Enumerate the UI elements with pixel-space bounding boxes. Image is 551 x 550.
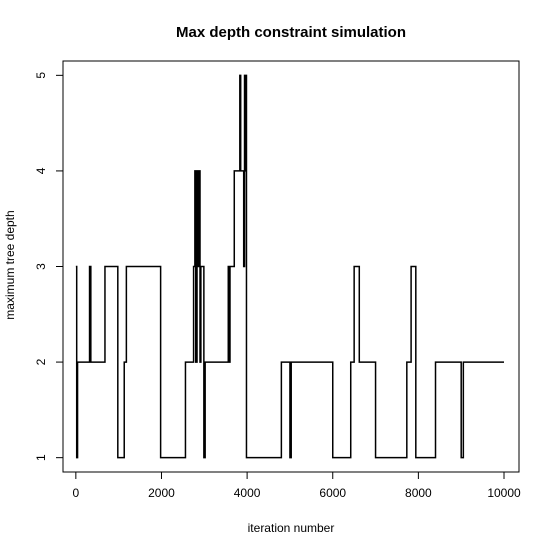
x-tick-label: 6000 <box>319 486 346 500</box>
x-tick-label: 10000 <box>487 486 521 500</box>
series-layer <box>75 74 505 459</box>
y-axis: 1 2 3 4 5 <box>34 72 64 461</box>
x-axis: 0 2000 4000 6000 8000 10000 <box>73 471 521 500</box>
x-tick-label: 8000 <box>405 486 432 500</box>
y-tick-label: 5 <box>34 72 48 79</box>
y-tick-label: 3 <box>34 263 48 270</box>
depth-series-line <box>75 74 505 459</box>
x-tick-label: 4000 <box>234 486 261 500</box>
y-tick-label: 2 <box>34 358 48 365</box>
x-tick-label: 0 <box>73 486 80 500</box>
x-tick-label: 2000 <box>148 486 175 500</box>
x-axis-label: iteration number <box>248 521 335 535</box>
y-tick-label: 4 <box>34 167 48 174</box>
y-axis-label: maximum tree depth <box>3 210 17 319</box>
chart-title: Max depth constraint simulation <box>176 24 406 41</box>
y-tick-label: 1 <box>34 454 48 461</box>
